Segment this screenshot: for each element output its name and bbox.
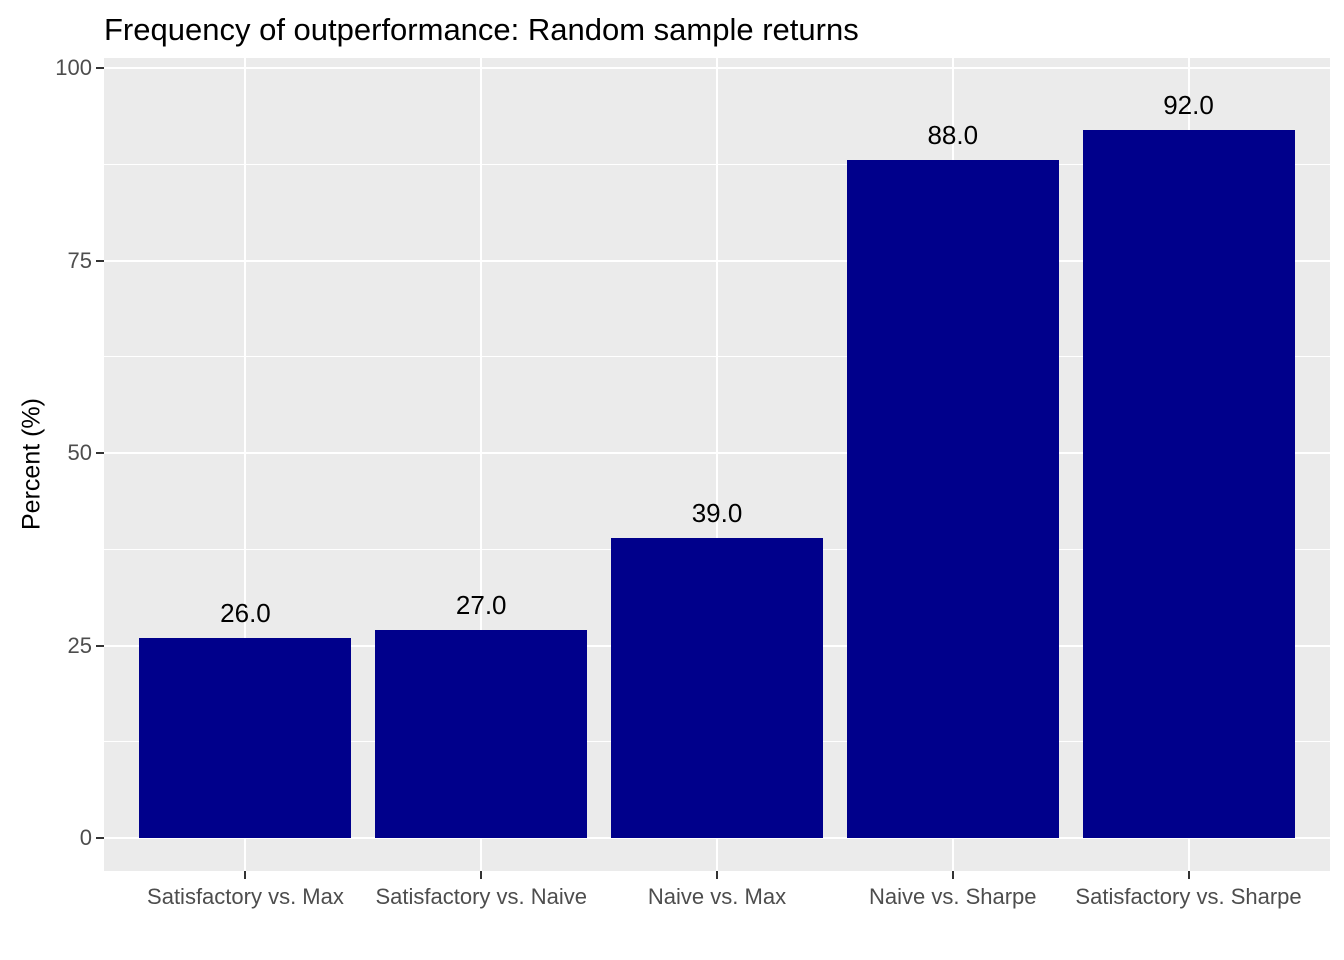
- y-axis-tick: [96, 644, 104, 647]
- gridline-vertical: [480, 58, 483, 871]
- x-axis-tick-label: Satisfactory vs. Max: [147, 884, 344, 909]
- x-axis-tick: [1187, 871, 1190, 879]
- y-axis-tick: [96, 259, 104, 262]
- x-axis-tick-label: Satisfactory vs. Naive: [375, 884, 587, 909]
- y-axis-tick-label: 50: [67, 440, 92, 465]
- bar: [375, 630, 587, 838]
- x-axis-tick-label: Naive vs. Sharpe: [869, 884, 1037, 909]
- y-axis-tick: [96, 452, 104, 454]
- bar-value-label: 27.0: [455, 590, 507, 620]
- bar-value-label: 92.0: [1163, 90, 1214, 120]
- bar-value-label: 39.0: [691, 498, 743, 528]
- bar: [139, 638, 351, 838]
- x-axis-tick-label: Naive vs. Max: [647, 884, 787, 909]
- y-axis-tick-label: 25: [67, 632, 92, 658]
- gridline-vertical: [244, 58, 247, 871]
- y-axis-tick: [96, 67, 104, 69]
- x-axis-tick: [480, 871, 483, 879]
- y-axis-tick: [96, 837, 104, 839]
- bar: [1083, 130, 1295, 838]
- x-axis-tick: [716, 871, 718, 879]
- bar: [611, 538, 823, 838]
- chart-title: Frequency of outperformance: Random samp…: [104, 12, 859, 47]
- x-axis-tick-label: Satisfactory vs. Sharpe: [1075, 884, 1302, 909]
- x-axis-tick: [951, 871, 954, 879]
- bar-value-label: 88.0: [927, 120, 979, 150]
- x-axis-tick: [244, 871, 247, 879]
- y-axis-tick-label: 0: [79, 825, 92, 850]
- y-axis-title: Percent (%): [17, 398, 46, 530]
- gridline-vertical: [716, 58, 718, 871]
- bar-value-label: 26.0: [220, 598, 271, 628]
- plot-panel: 26.0 27.0 39.0 88.0 92.0: [104, 58, 1330, 871]
- y-axis-tick-label: 100: [55, 55, 92, 80]
- bar: [847, 160, 1059, 838]
- y-axis-tick-label: 75: [67, 247, 92, 273]
